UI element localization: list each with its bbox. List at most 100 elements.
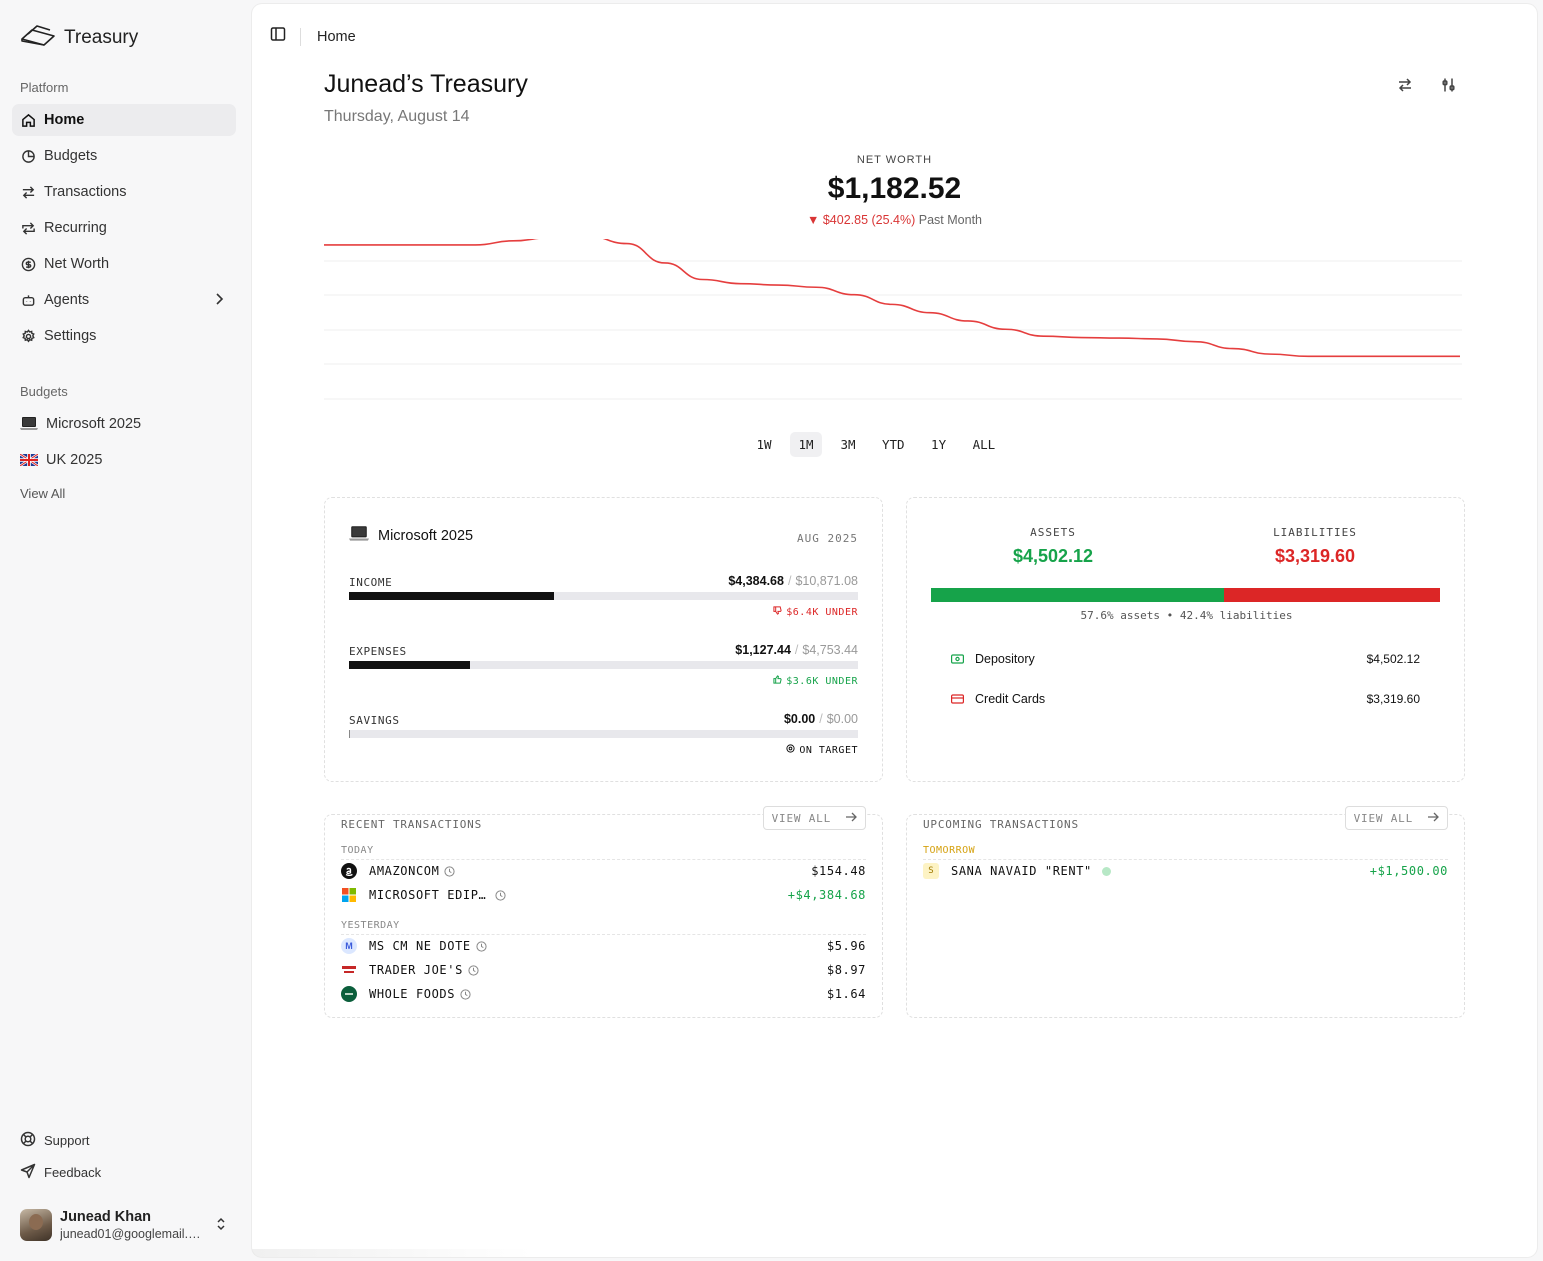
home-icon — [20, 112, 36, 128]
liabilities-value: $3,319.60 — [1274, 546, 1356, 566]
sidebar-item-budgets[interactable]: Budgets — [12, 140, 236, 172]
sidebar-budgets: Microsoft 2025 UK 2025 — [12, 408, 236, 480]
tx-group-label: TODAY — [341, 845, 866, 860]
scroll-fade — [252, 1249, 532, 1257]
assets-liabilities-card[interactable]: ASSETS $4,502.12 LIABILITIES $3,319.60 5… — [906, 497, 1465, 782]
tx-group-label: TOMORROW — [923, 845, 1448, 860]
sidebar-budget-label: UK 2025 — [46, 452, 103, 468]
feedback-link[interactable]: Feedback — [20, 1163, 101, 1182]
swap-button[interactable] — [1394, 76, 1416, 98]
trader-joes-logo-icon — [341, 962, 357, 978]
budget-row-note: ON TARGET — [786, 744, 858, 756]
clock-icon — [468, 964, 479, 976]
sidebar-item-settings[interactable]: Settings — [12, 320, 236, 352]
pie-chart-icon — [20, 148, 36, 164]
range-button-1w[interactable]: 1W — [756, 437, 772, 452]
avatar — [20, 1209, 52, 1241]
microsoft-logo-icon — [341, 887, 357, 903]
account-row-depository[interactable]: Depository $4,502.12 — [951, 652, 1420, 666]
target-icon — [786, 744, 795, 756]
range-button-ytd[interactable]: YTD — [882, 437, 905, 452]
upcoming-transactions-title: UPCOMING TRANSACTIONS — [923, 818, 1079, 831]
budgets-section-label: Budgets — [20, 384, 68, 399]
uk-flag-emoji-icon — [20, 454, 38, 466]
tx-amount: $5.96 — [826, 939, 866, 953]
liabilities-label: LIABILITIES — [1273, 526, 1357, 539]
range-button-1m[interactable]: 1M — [790, 432, 822, 457]
arrow-right-icon — [845, 812, 857, 825]
table-row[interactable]: TRADER JOE'S $8.97 — [341, 960, 866, 980]
thumbs-down-icon — [773, 606, 782, 618]
assets-summary: ASSETS $4,502.12 — [953, 526, 1153, 567]
account-name: Credit Cards — [975, 692, 1046, 706]
net-worth-change-amount: ▼ $402.85 (25.4%) — [807, 213, 916, 227]
budget-summary-card[interactable]: Microsoft 2025 AUG 2025 INCOME $4,384.68… — [324, 497, 883, 782]
tx-amount: +$4,384.68 — [787, 888, 866, 902]
sidebar-budget-microsoft-2025[interactable]: Microsoft 2025 — [12, 408, 236, 440]
sidebar: Treasury Platform Home Budgets Transacti… — [0, 0, 252, 1261]
sidebar-item-transactions[interactable]: Transactions — [12, 176, 236, 208]
upcoming-view-all-button[interactable]: VIEW ALL — [1344, 806, 1448, 830]
s-initial-logo-icon: S — [923, 863, 939, 879]
sidebar-item-agents[interactable]: Agents — [12, 284, 236, 316]
view-all-budgets-link[interactable]: View All — [20, 486, 66, 501]
budget-row-note: $6.4K UNDER — [773, 606, 858, 618]
account-amount: $4,502.12 — [1366, 652, 1420, 666]
net-worth-label: NET WORTH — [856, 154, 933, 166]
account-amount: $3,319.60 — [1366, 692, 1420, 706]
budget-row-total: $0.00 — [826, 712, 858, 726]
table-row[interactable]: M MS CM NE DOTE $5.96 — [341, 936, 866, 956]
budget-progress-bar — [349, 730, 858, 738]
clock-icon — [460, 988, 471, 1000]
range-button-3m[interactable]: 3M — [840, 437, 856, 452]
sidebar-item-label: Net Worth — [44, 256, 110, 272]
assets-value: $4,502.12 — [1012, 546, 1094, 566]
table-row[interactable]: S SANA NAVAID "RENT" +$1,500.00 — [923, 861, 1448, 881]
recent-view-all-button[interactable]: VIEW ALL — [762, 806, 866, 830]
sidebar-budget-uk-2025[interactable]: UK 2025 — [12, 444, 236, 476]
treasury-logo-icon — [20, 24, 56, 51]
support-link[interactable]: Support — [20, 1131, 90, 1150]
assets-label: ASSETS — [1030, 526, 1076, 539]
sidebar-item-net-worth[interactable]: Net Worth — [12, 248, 236, 280]
budget-row-note: $3.6K UNDER — [773, 675, 858, 687]
assets-liabilities-bar — [931, 588, 1440, 602]
liabilities-summary: LIABILITIES $3,319.60 — [1215, 526, 1415, 567]
sidebar-item-label: Budgets — [44, 148, 98, 164]
main-content: Home Junead’s Treasury Thursday, August … — [252, 4, 1537, 1257]
sidebar-item-recurring[interactable]: Recurring — [12, 212, 236, 244]
gear-icon — [20, 328, 36, 344]
chevron-right-icon — [214, 293, 224, 309]
sidebar-item-label: Home — [44, 112, 85, 128]
tx-amount: $154.48 — [811, 864, 866, 878]
range-button-1y[interactable]: 1Y — [931, 437, 947, 452]
table-row[interactable]: MICROSOFT EDIP… +$4,384.68 — [341, 885, 866, 905]
brand[interactable]: Treasury — [20, 24, 138, 51]
sidebar-toggle-icon[interactable] — [270, 26, 286, 47]
range-button-all[interactable]: ALL — [972, 437, 996, 452]
user-menu[interactable]: Junead Khan junead01@googlemail.com — [20, 1207, 232, 1243]
laptop-emoji-icon — [20, 416, 38, 432]
range-selector: 1W 1M 3M YTD 1Y ALL — [748, 432, 1003, 457]
sliders-icon — [1441, 77, 1457, 98]
tx-name: SANA NAVAID "RENT" — [951, 864, 1092, 878]
budget-progress-fill — [349, 730, 350, 738]
tx-name: AMAZONCOM — [369, 864, 440, 878]
user-email: junead01@googlemail.com — [60, 1227, 205, 1241]
table-row[interactable]: WHOLE FOODS $1.64 — [341, 984, 866, 1004]
budget-row-value: $0.00 — [783, 712, 816, 726]
page-date: Thursday, August 14 — [324, 108, 470, 125]
thumbs-up-icon — [773, 675, 782, 687]
net-worth-change: ▼ $402.85 (25.4%) Past Month — [252, 213, 1537, 227]
net-worth-value: $1,182.52 — [827, 172, 962, 205]
breadcrumb[interactable]: Home — [317, 28, 356, 45]
sidebar-item-home[interactable]: Home — [12, 104, 236, 136]
net-worth-chart[interactable] — [324, 239, 1464, 409]
adjust-button[interactable] — [1438, 76, 1460, 98]
amazon-logo-icon — [341, 863, 357, 879]
laptop-emoji-icon — [349, 525, 369, 547]
budget-card-period: AUG 2025 — [797, 532, 858, 545]
account-row-credit-cards[interactable]: Credit Cards $3,319.60 — [951, 692, 1420, 706]
table-row[interactable]: AMAZONCOM $154.48 — [341, 861, 866, 881]
support-label: Support — [44, 1133, 90, 1148]
